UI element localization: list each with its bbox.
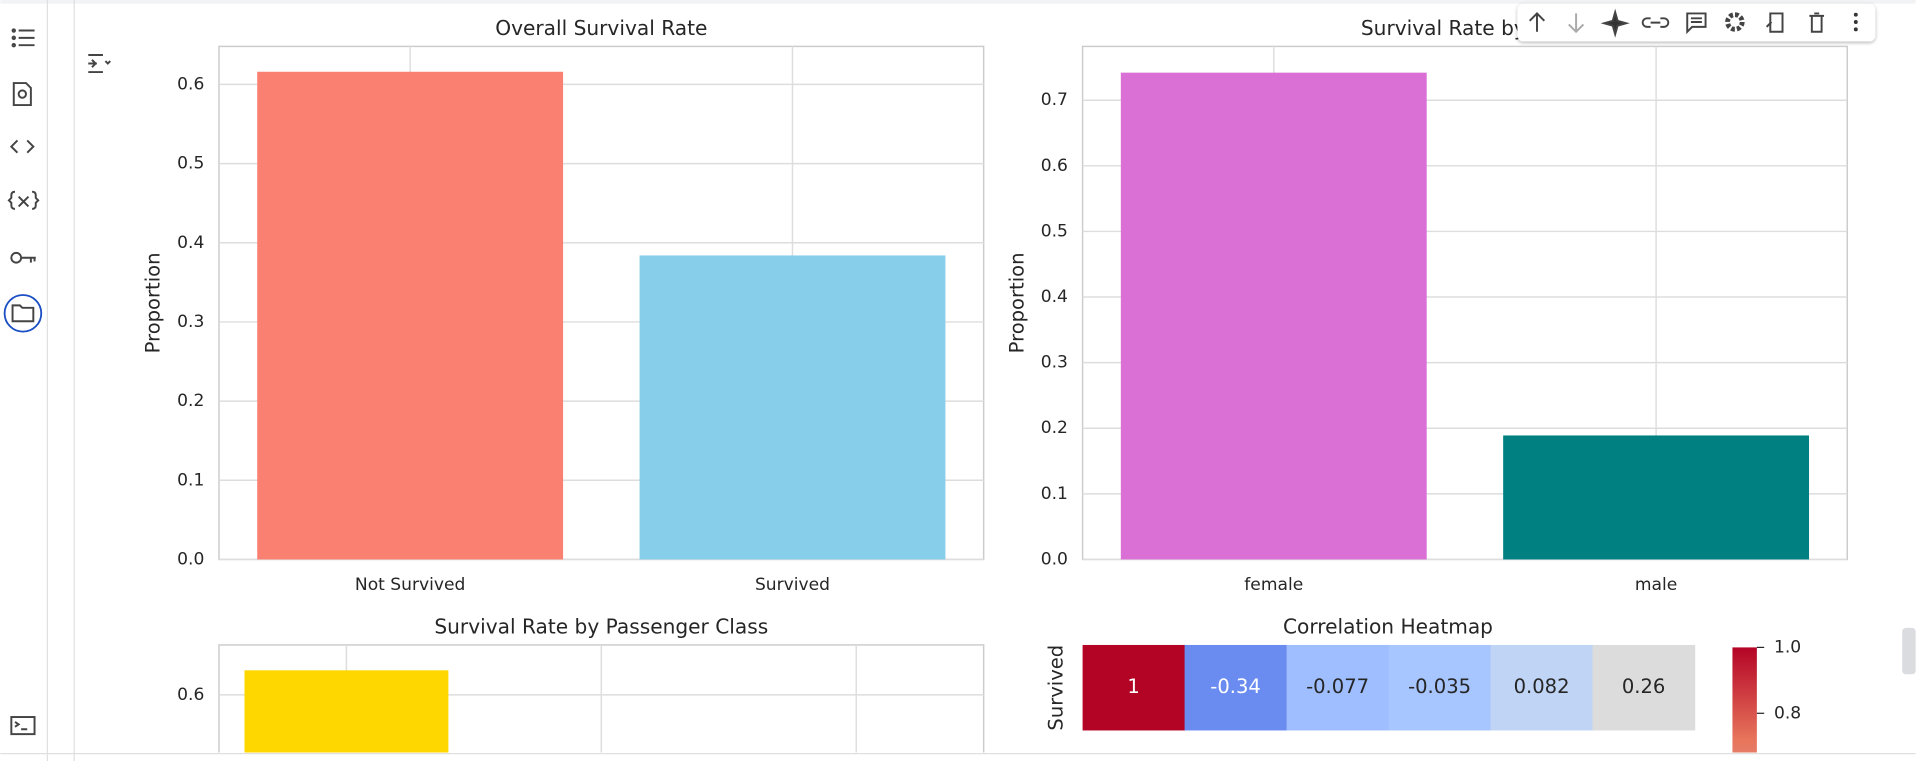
y-tick-label: 0.1 (1041, 484, 1068, 504)
files-icon-ring[interactable] (3, 294, 43, 333)
bar (1503, 435, 1810, 560)
chart-title: Survival Rate by Sex (1361, 16, 1569, 40)
terminal-icon[interactable] (10, 716, 36, 736)
colorbar-tick-label: 0.8 (1774, 703, 1801, 723)
code-snippets-icon[interactable] (9, 139, 35, 154)
y-tick-label: 0.6 (177, 685, 204, 705)
cell-label: -0.34 (1210, 675, 1261, 698)
y-tick-label: 0.6 (177, 74, 204, 94)
heat-cell (1592, 644, 1696, 731)
secrets-icon[interactable] (10, 251, 36, 264)
bar (639, 255, 946, 560)
y-tick-label: 0.7 (1041, 90, 1068, 110)
more[interactable] (1853, 12, 1858, 32)
gemini[interactable] (1600, 8, 1630, 38)
output-toggle-icon[interactable] (88, 53, 111, 74)
y-tick-label: 0.4 (1041, 287, 1068, 307)
settings[interactable] (1725, 12, 1745, 32)
heat-cell (1388, 644, 1492, 731)
colorbar (1732, 647, 1757, 753)
mirror[interactable] (1765, 12, 1784, 33)
colorbar-tick-label: 1.0 (1774, 637, 1801, 657)
x-tick-label: female (1244, 575, 1303, 595)
move-down[interactable] (1568, 13, 1585, 34)
heat-cell (1490, 644, 1594, 731)
y-tick-label: 0.6 (1041, 156, 1068, 176)
row-label: Survived (1044, 645, 1067, 731)
find-icon[interactable] (12, 82, 32, 107)
y-tick-label: 0.3 (177, 312, 204, 332)
y-tick-label: 0.2 (1041, 418, 1068, 438)
top-edge (0, 0, 1916, 4)
cell-label: 1 (1127, 675, 1139, 698)
scrollbar-thumb[interactable] (1902, 627, 1916, 675)
cell-label: -0.077 (1306, 675, 1369, 698)
y-tick-label: 0.0 (177, 549, 204, 569)
y-tick-label: 0.1 (177, 470, 204, 490)
variables-icon[interactable] (7, 190, 40, 210)
cell-label: 0.26 (1622, 675, 1666, 698)
heat-cell (1286, 644, 1390, 731)
y-axis-label: Proportion (142, 253, 165, 354)
charts: 0.0 0.1 0.2 0.3 0.4 0.5 0.6 Not Survived Survive… (142, 16, 1848, 753)
x-tick-label: Not Survived (355, 575, 465, 595)
y-tick-label: 0.2 (177, 391, 204, 411)
toc-icon[interactable] (11, 28, 35, 48)
chart-title: Overall Survival Rate (495, 16, 707, 40)
y-tick-label: 0.0 (1041, 549, 1068, 569)
chart-title: Survival Rate by Passenger Class (434, 614, 768, 638)
delete[interactable] (1809, 12, 1825, 33)
y-tick-label: 0.4 (177, 233, 204, 253)
cell-toolbar (1517, 3, 1876, 42)
move-up[interactable] (1528, 12, 1546, 32)
sidebar (3, 28, 43, 736)
bar (244, 670, 449, 753)
files-icon[interactable] (11, 304, 35, 323)
y-tick-label: 0.5 (177, 154, 204, 174)
y-tick-label: 0.5 (1041, 221, 1068, 241)
comment[interactable] (1686, 12, 1707, 35)
bar (1120, 72, 1427, 560)
x-tick-label: male (1635, 575, 1677, 595)
cell-label: -0.035 (1408, 675, 1471, 698)
chart-title: Correlation Heatmap (1283, 614, 1493, 638)
y-axis-label: Proportion (1005, 253, 1028, 354)
bar (257, 71, 564, 560)
x-tick-label: Survived (755, 575, 830, 595)
cell-label: 0.082 (1514, 675, 1570, 698)
y-tick-label: 0.3 (1041, 353, 1068, 373)
link[interactable] (1641, 17, 1670, 28)
heat-cell (1184, 644, 1288, 731)
heat-cell (1082, 644, 1186, 731)
